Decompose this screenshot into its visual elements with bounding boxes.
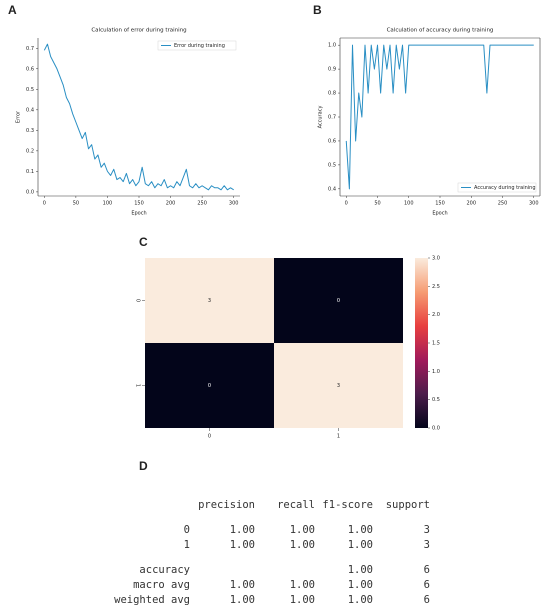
report-cell: 1.00 <box>348 539 373 551</box>
panel-label: D <box>139 459 148 473</box>
panel-label: A <box>8 3 17 17</box>
y-tick-label: 0.4 <box>328 186 336 192</box>
report-header: support <box>386 499 430 511</box>
y-tick-label: 0.3 <box>26 128 34 134</box>
report-header: f1-score <box>322 499 373 511</box>
x-tick-label: 300 <box>529 201 539 207</box>
y-tick-label: 0.5 <box>328 162 336 168</box>
colorbar-tick-label: 0.5 <box>432 397 440 403</box>
report-cell: 3 <box>424 524 430 536</box>
colorbar-tick-label: 3.0 <box>432 256 440 262</box>
heatmap-cell <box>145 343 274 428</box>
colorbar-tick-label: 0.0 <box>432 426 440 432</box>
report-cell: 0 <box>184 524 190 536</box>
legend-box <box>157 40 237 51</box>
x-tick-label: 0 <box>43 201 46 207</box>
y-tick-label: 0.2 <box>26 148 34 154</box>
y-tick-label: 0.1 <box>26 169 34 175</box>
colorbar-tick-label: 2.0 <box>432 312 440 318</box>
y-axis-label: Error <box>16 110 22 123</box>
panel-label: B <box>313 3 322 17</box>
cell-label: 0 <box>208 383 211 389</box>
x-tick-label: 50 <box>73 201 79 207</box>
cell-label: 3 <box>337 383 340 389</box>
chart-title: Calculation of accuracy during training <box>387 28 494 34</box>
heatmap-cell <box>145 258 274 343</box>
x-tick-label: 100 <box>404 201 414 207</box>
cell-label: 3 <box>208 298 211 304</box>
x-tick-label: 250 <box>197 201 207 207</box>
x-tick-label: 200 <box>466 201 476 207</box>
y-tick-label: 0 <box>135 299 141 302</box>
legend-box <box>457 182 537 193</box>
legend-label: Accuracy during training <box>474 185 536 191</box>
report-cell: accuracy <box>139 564 190 576</box>
x-axis-label: Epoch <box>131 211 146 217</box>
report-cell: 1.00 <box>230 594 255 606</box>
report-cell: 1.00 <box>290 539 315 551</box>
y-tick-label: 0.7 <box>26 46 34 52</box>
colorbar <box>415 258 428 428</box>
cell-label: 0 <box>337 298 340 304</box>
report-cell: 3 <box>424 539 430 551</box>
x-tick-label: 100 <box>103 201 113 207</box>
report-cell: 1.00 <box>230 579 255 591</box>
report-cell: 6 <box>424 594 430 606</box>
heatmap-cell <box>274 343 403 428</box>
y-tick-label: 0.9 <box>328 67 336 73</box>
report-cell: 1.00 <box>348 524 373 536</box>
x-tick-label: 0 <box>208 434 211 440</box>
heatmap-cell <box>274 258 403 343</box>
x-tick-label: 150 <box>134 201 144 207</box>
y-tick-label: 1.0 <box>328 43 336 49</box>
x-tick-label: 0 <box>345 201 348 207</box>
x-tick-label: 300 <box>229 201 239 207</box>
report-cell: 6 <box>424 564 430 576</box>
report-cell: 1.00 <box>348 564 373 576</box>
report-header: precision <box>198 499 255 511</box>
line-series <box>43 43 234 191</box>
report-cell: 1.00 <box>290 594 315 606</box>
line-series <box>345 44 534 190</box>
y-tick-label: 0.4 <box>26 107 34 113</box>
legend-label: Error during training <box>174 43 225 49</box>
report-cell: 1.00 <box>230 539 255 551</box>
x-tick-label: 150 <box>435 201 445 207</box>
report-cell: 1.00 <box>290 579 315 591</box>
y-axis-label: Accuracy <box>318 106 324 129</box>
report-cell: 6 <box>424 579 430 591</box>
x-tick-label: 250 <box>498 201 508 207</box>
report-cell: 1 <box>184 539 190 551</box>
colorbar-tick-label: 2.5 <box>432 284 440 290</box>
report-cell: macro avg <box>133 579 190 591</box>
report-cell: 1.00 <box>348 579 373 591</box>
report-cell: 1.00 <box>230 524 255 536</box>
colorbar-tick-label: 1.5 <box>432 341 440 347</box>
x-tick-label: 1 <box>337 434 340 440</box>
x-tick-label: 50 <box>374 201 380 207</box>
y-tick-label: 0.0 <box>26 189 34 195</box>
y-tick-label: 1 <box>135 384 141 387</box>
chart-title: Calculation of error during training <box>91 28 186 34</box>
x-tick-label: 200 <box>166 201 176 207</box>
report-cell: 1.00 <box>348 594 373 606</box>
y-tick-label: 0.5 <box>26 87 34 93</box>
y-tick-label: 0.6 <box>328 138 336 144</box>
y-tick-label: 0.6 <box>26 66 34 72</box>
y-tick-label: 0.8 <box>328 91 336 97</box>
report-header: recall <box>277 499 315 511</box>
panel-label: C <box>139 235 148 249</box>
report-cell: 1.00 <box>290 524 315 536</box>
colorbar-tick-label: 1.0 <box>432 369 440 375</box>
x-axis-label: Epoch <box>432 211 447 217</box>
report-cell: weighted avg <box>114 594 190 606</box>
y-tick-label: 0.7 <box>328 115 336 121</box>
